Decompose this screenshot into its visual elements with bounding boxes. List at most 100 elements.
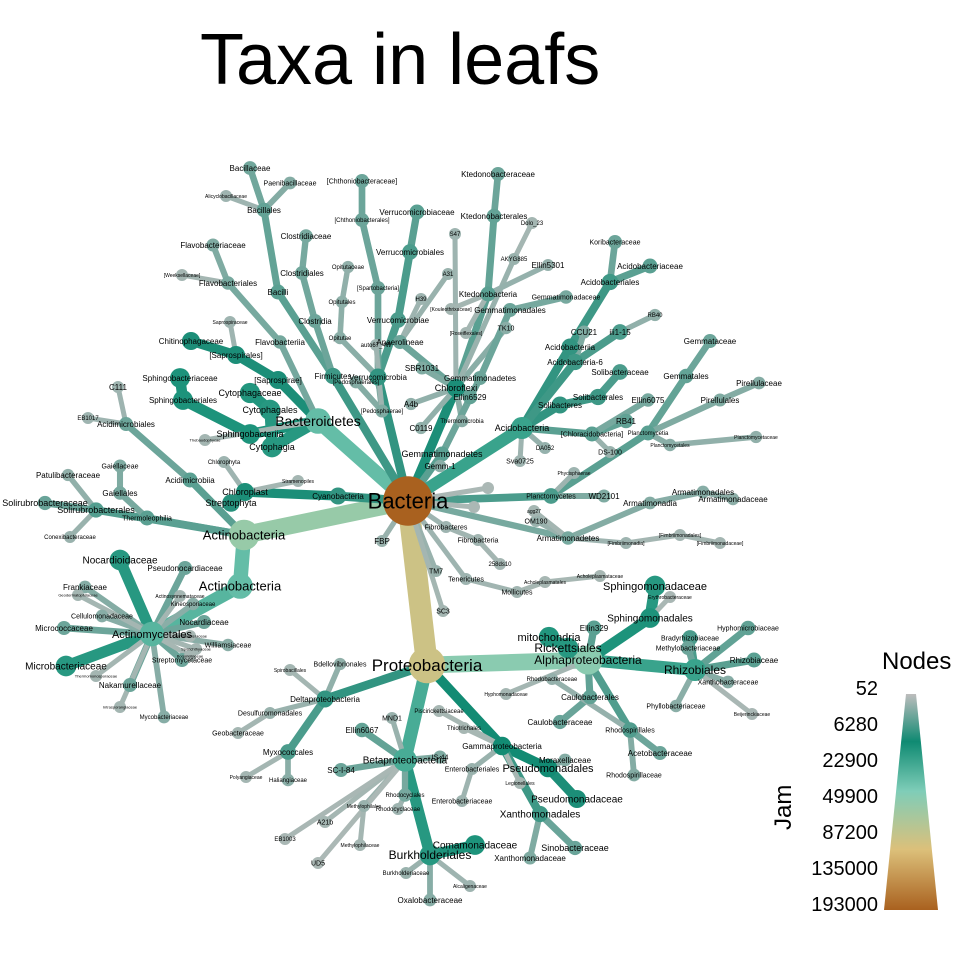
node-label-cyanobacteria: Cyanobacteria [312,492,364,501]
node-label-alcaligenaceae: Alcaligenaceae [453,884,487,890]
edge-betaproteobacteria-eb1003 [282,757,408,842]
edge-gemmatimonadales-gemmatimonadaceae [506,293,570,314]
node-label-solibacteres: Solibacteres [538,401,582,410]
node-micrococcaceae [56,620,72,636]
edge-acidimicrobiia-acidimicrobiales [122,420,194,484]
node-label-chloroflexi: Chloroflexi [435,383,478,393]
tree-nodes [37,161,766,907]
node-solibacteraceae [612,364,628,380]
node-label-deltaproteobacteria: Deltaproteobacteria [290,695,360,704]
node-chloracidobacteria [584,426,600,442]
node-label-chlorophyta: Chlorophyta [208,460,241,466]
node-clostridiales [295,266,309,280]
node-label-dermabacteraceae: Dermabacteraceae [173,633,208,638]
edge-bacteria-actinobacteria [235,492,417,544]
node-label-sinobacteraceae: Sinobacteraceae [541,843,609,853]
node-label-planctomycetes: Planctomycetes [526,493,576,500]
node-label-actinomycetales: Actinomycetales [112,629,193,641]
node-solibacteres [551,396,569,414]
node-label-polyangiaceae: Polyangiaceae [230,775,263,781]
node-haliangiaceae [281,773,295,787]
node-label-acidobacteriia: Acidobacteriia [545,343,596,352]
node-rhodospirillales [622,722,638,738]
node-label-rhizobiales: Rhizobiales [664,663,726,677]
node-label-ellin6075: Ellin6075 [632,396,665,405]
node-mitochondria [538,626,560,648]
node-alcaligenaceae [464,880,476,892]
node-planctomycetia [640,425,656,441]
node-label-nakamurellaceae: Nakamurellaceae [99,681,162,690]
node-label-thiotrichales: Thiotrichales [447,726,481,732]
node-geodermatophilaceae [72,589,84,601]
node-label-clostridiales: Clostridiales [280,269,324,278]
node-label-stramenopiles: Stramenopiles [282,479,314,485]
node-label-myxococcales: Myxococcales [263,748,313,757]
node-hyphomicrobiaceae [740,620,756,636]
node-c0119 [414,421,428,435]
node-label-beijerinckiaceae: Beijerinckiaceae [734,712,771,718]
edge-armatimonadia-armatimonadales [647,489,706,506]
node-label-chitinophagaceae: Chitinophagaceae [159,337,224,346]
node-solibacterales [589,388,607,406]
legend-tick-label: 135000 [811,858,878,880]
node-phyllobacteriaceae [669,699,683,713]
node-koribacteraceae [607,234,623,250]
edge-acidobacteriia-acidobacteriales [565,277,615,352]
node-cytophagia [261,436,283,458]
node-label-bacillaceae: Bacillaceae [230,164,271,173]
node-saprospirae [268,370,288,390]
edge-firmicutes-bacilli [274,288,337,380]
node-label-burkholderiaceae: Burkholderiaceae [383,871,430,877]
node-myxococcales [280,744,296,760]
edge-armatimonadetes-fimbriimonadia [565,535,629,546]
node-label-geodermatophilaceae: Geodermatophilaceae [58,592,98,597]
node-label-ellin6067: Ellin6067 [346,726,379,735]
node-label-ud5: UD5 [311,860,325,867]
node-bacillales [256,202,272,218]
node-label-ds-100: DS-100 [598,449,622,456]
node-label-cytophagia: Cytophagia [249,442,295,452]
node-label-bacillales: Bacillales [247,206,281,215]
node-label-da052: DA052 [536,446,555,452]
node-gemm-1 [433,459,447,473]
node-spirobacillales [284,664,296,676]
node-gemmatimonadetes-class [472,370,488,386]
node-label-a4b: A4b [404,400,419,409]
node-opitutales [335,295,349,309]
node-sinobacteraceae [567,840,583,856]
node-label-erythrobacteraceae: Erythrobacteraceae [648,595,692,601]
node-paenibacillaceae [283,176,297,190]
node-a4b [404,397,418,411]
node-label-saprospiraceae: Saprospiraceae [212,320,247,326]
legend-tick-label: 87200 [822,822,878,844]
node-label-oxalobacteraceae: Oxalobacteraceae [398,896,463,905]
node-om190 [530,515,542,527]
node-opitutae [333,331,347,345]
node-label-pirellulaceae: Pirellulaceae [736,379,782,388]
legend-ticks: 52 6280 22900 49900 87200 135000 193000 [790,678,878,928]
node-label-weeksellaceae: [Weeksellaceae] [164,273,201,279]
node-label-frankiaceae: Frankiaceae [63,583,108,592]
node-saprospirales [226,345,246,365]
node-label-methylophilaceae: Methylophilaceae [341,843,380,849]
legend-wedge [884,694,938,910]
node-bacteria [383,476,433,526]
node-gemmatimonadaceae [559,290,573,304]
node-label-bacteroidetes: Bacteroidetes [275,413,361,429]
node-label-paenibacillaceae: Paenibacillaceae [264,180,317,187]
node-label-burkholderiales: Burkholderiales [389,848,472,862]
node-label-saprospirae: [Saprospirae] [254,376,302,385]
node-label-planctomycetaceae: Planctomycetaceae [734,435,778,441]
node-label-armatimonadia: Armatimonadia [623,499,677,508]
node-label-ellin6529: Ellin6529 [454,393,487,402]
edge-solirubrobacterales-solirubrobacteraceae [41,499,100,514]
edge-fimbriimonadia-fimbriimonadales [623,532,683,546]
node-solirubrobacterales [88,502,104,518]
node-ktedonobacteraceae [490,166,506,182]
edge-verrucomicrobia-opitutae [337,335,381,380]
node-bacteroidetes [305,408,331,434]
node-dolo-23 [526,217,538,229]
node-label-kouleothrixaceae: [Kouleothrixaceae] [430,307,472,313]
edge-chloroflexi-akyg885 [453,256,517,391]
node-label-rickettsiales: Rickettsiales [534,641,601,655]
